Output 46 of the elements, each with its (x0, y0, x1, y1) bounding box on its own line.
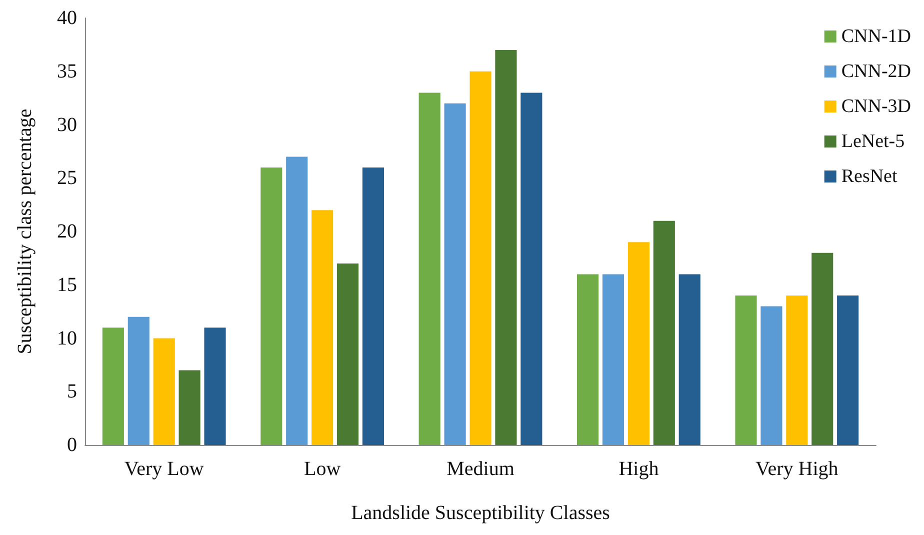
bar (312, 210, 334, 445)
bar (786, 296, 808, 445)
legend-label: CNN-2D (841, 61, 912, 82)
x-tick-label: Medium (446, 458, 515, 480)
bar (760, 306, 782, 445)
bar (837, 296, 859, 445)
y-axis-title: Susceptibility class percentage (14, 108, 36, 354)
x-tick-label: Low (304, 458, 342, 480)
legend-label: ResNet (841, 166, 898, 187)
x-tick-label: Very High (756, 458, 838, 480)
legend-label: CNN-3D (841, 96, 912, 117)
bar (286, 156, 308, 445)
bar (102, 328, 124, 445)
bar (418, 92, 440, 445)
x-tick-label: Very Low (124, 458, 204, 480)
bar (520, 92, 542, 445)
y-tick-label: 25 (57, 167, 77, 190)
bar (470, 71, 492, 445)
y-tick-label: 15 (57, 274, 77, 296)
bar (735, 296, 757, 445)
bar (444, 103, 466, 445)
legend-label: LeNet-5 (841, 131, 905, 152)
y-tick-label: 0 (67, 434, 77, 456)
x-tick-label: High (618, 458, 659, 480)
bar (628, 242, 650, 445)
y-tick-label: 35 (57, 60, 77, 82)
legend-label: CNN-1D (841, 26, 912, 47)
bar (362, 167, 384, 445)
y-tick-label: 5 (67, 380, 77, 403)
bar (812, 252, 834, 445)
x-axis-title: Landslide Susceptibility Classes (351, 502, 610, 524)
bar (577, 274, 599, 445)
bar (178, 370, 200, 445)
y-tick-label: 20 (57, 220, 77, 242)
bar (653, 220, 675, 445)
bar (260, 167, 282, 445)
y-tick-label: 40 (57, 7, 77, 29)
bar (336, 264, 359, 445)
bar (153, 338, 175, 445)
bar (204, 328, 226, 445)
bar (495, 50, 517, 445)
bar (678, 274, 700, 445)
bar (602, 274, 624, 445)
bar (128, 316, 150, 445)
y-tick-label: 10 (57, 327, 77, 350)
y-tick-label: 30 (57, 114, 77, 136)
